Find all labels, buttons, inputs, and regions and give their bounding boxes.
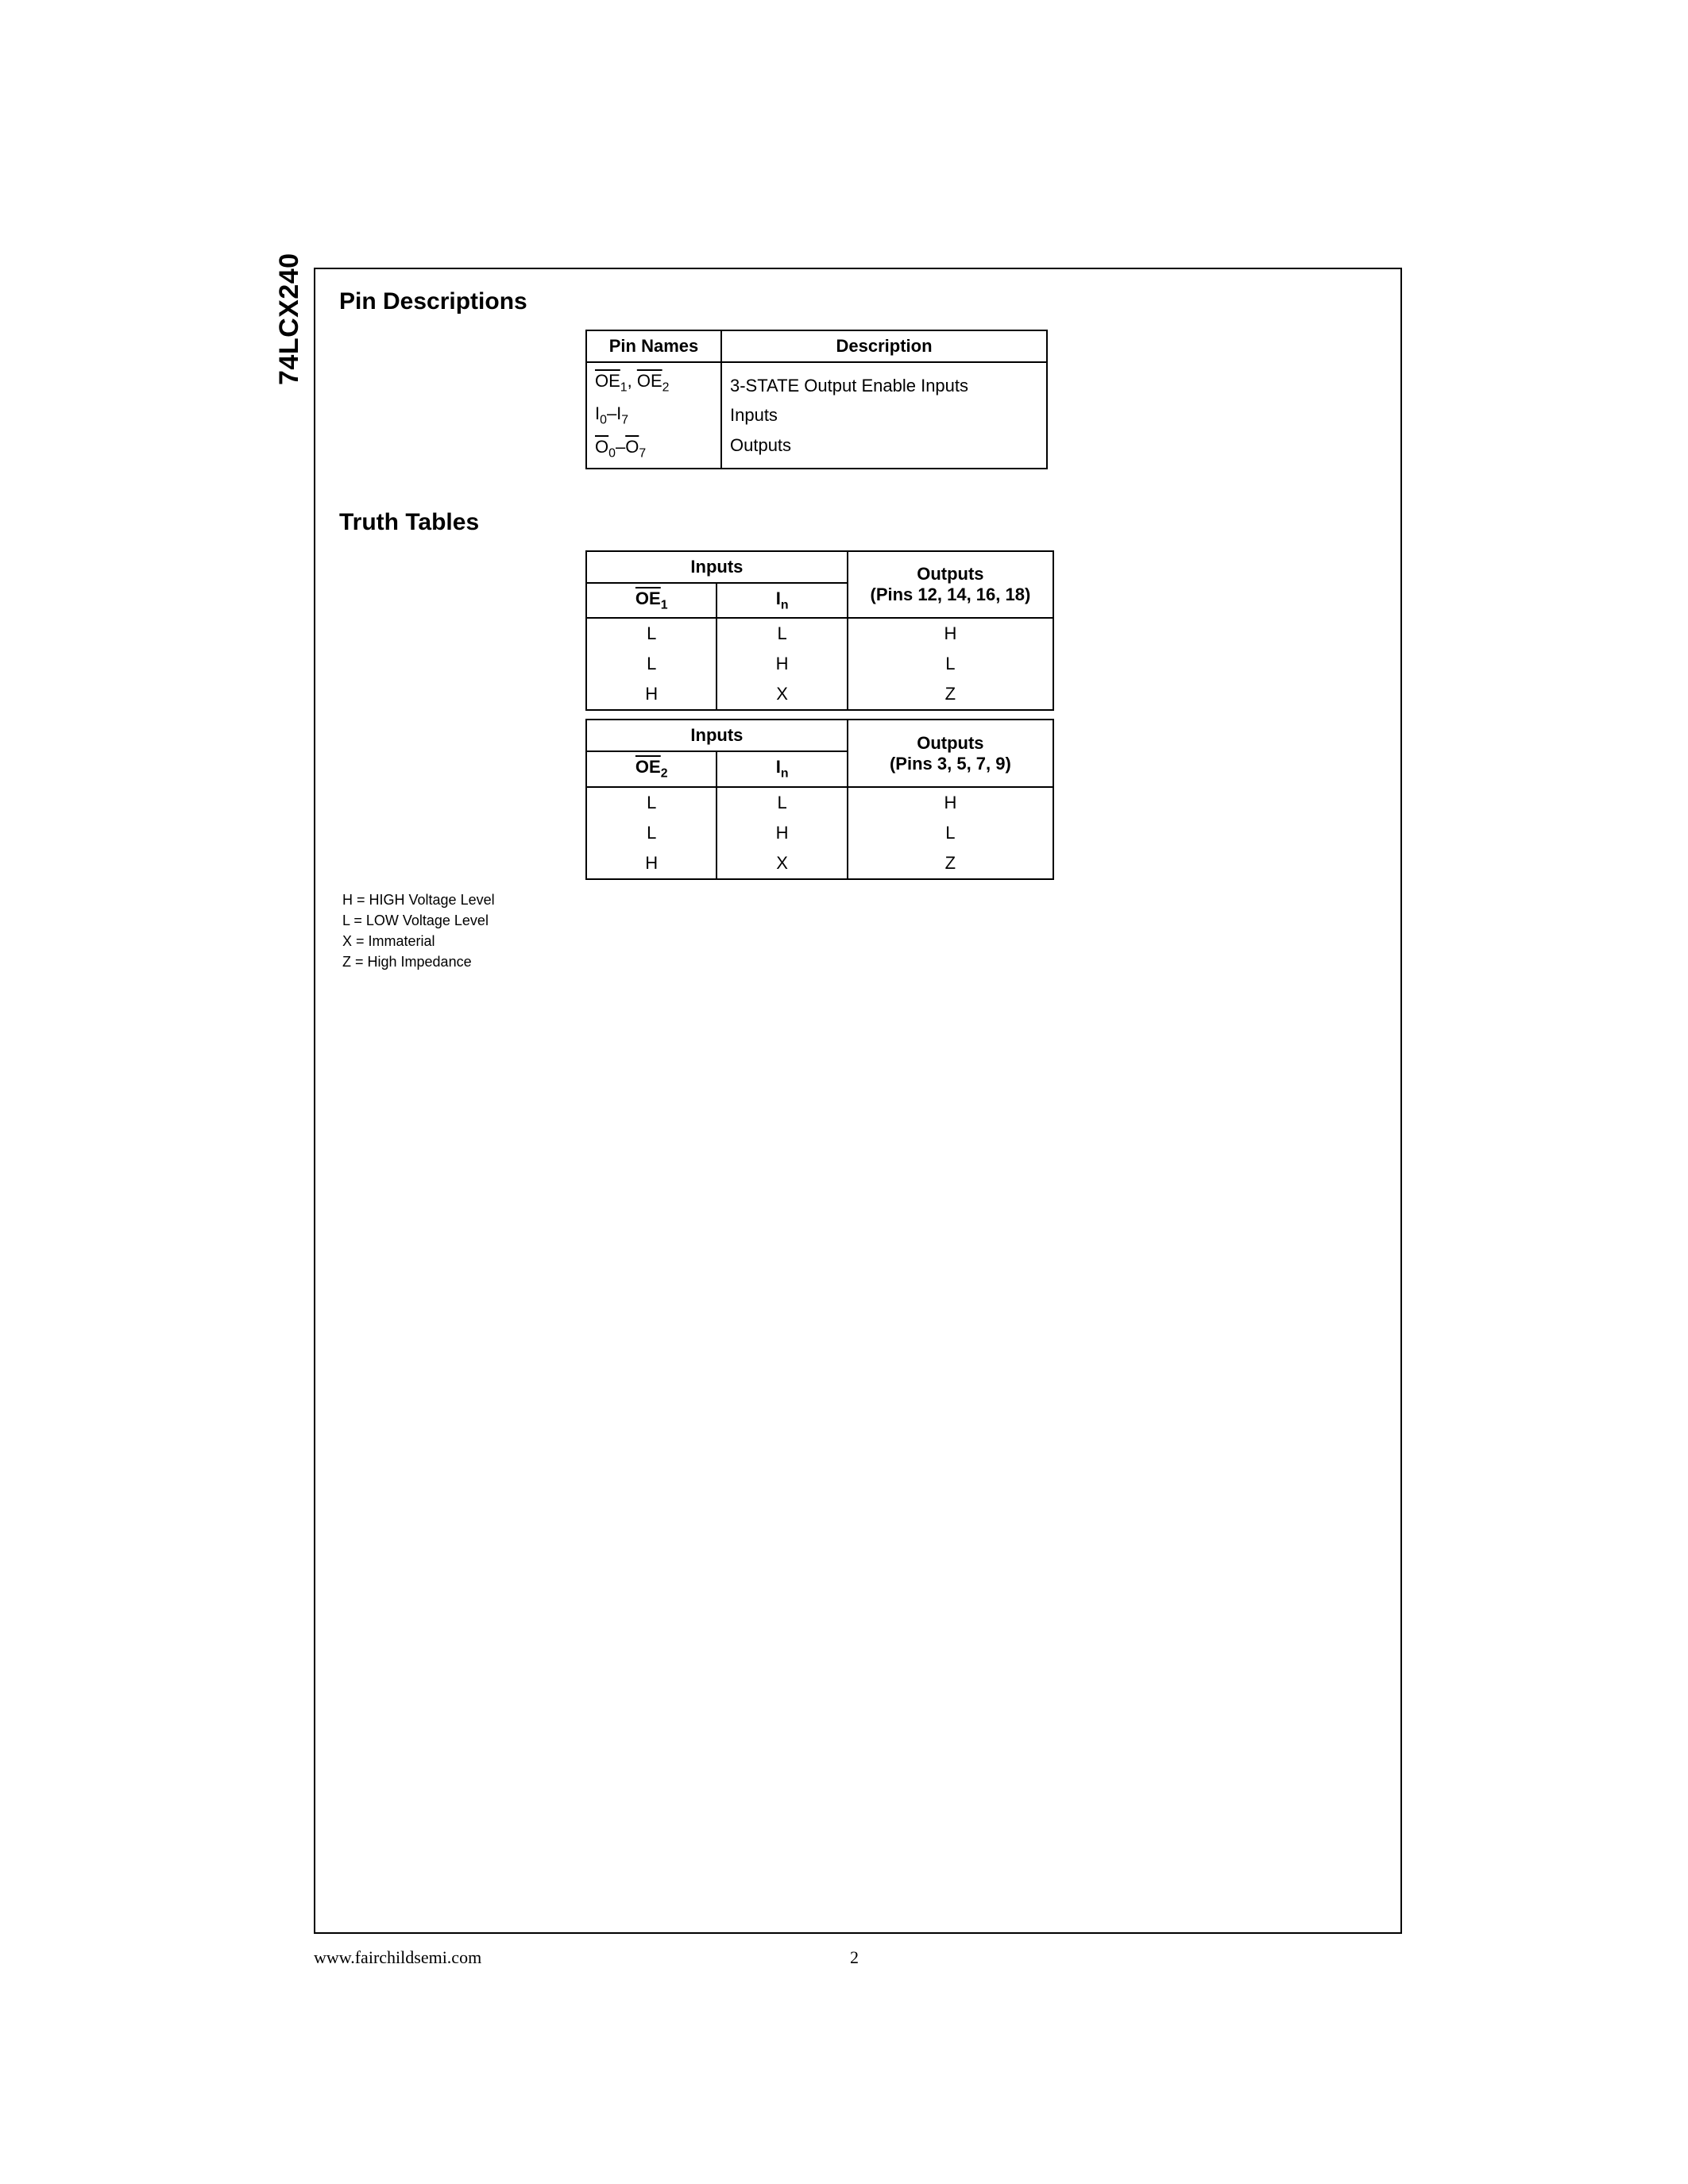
pin-desc-row: Outputs bbox=[730, 430, 1038, 460]
outputs-header: Outputs(Pins 12, 14, 16, 18) bbox=[848, 551, 1053, 618]
inputs-header: Inputs bbox=[586, 720, 848, 751]
truth-table-cell: H bbox=[586, 679, 717, 710]
pin-desc-header: Description bbox=[721, 330, 1047, 362]
pin-table-body-row: OE1, OE2 I0–I7 O0–O7 3-STATE Output Enab… bbox=[586, 362, 1047, 469]
pin-name-row: I0–I7 bbox=[595, 399, 713, 431]
truth-table-cell: X bbox=[717, 679, 847, 710]
truth-table-cell: H bbox=[848, 618, 1053, 649]
legend-line: X = Immaterial bbox=[342, 931, 1377, 951]
truth-table-cell: L bbox=[586, 818, 717, 848]
content-frame: Pin Descriptions Pin Names Description O… bbox=[314, 268, 1402, 1934]
truth-table-cell: X bbox=[717, 848, 847, 879]
inputs-header: Inputs bbox=[586, 551, 848, 583]
oe-column-header: OE2 bbox=[586, 751, 717, 786]
truth-table-header-row: InputsOutputs(Pins 3, 5, 7, 9) bbox=[586, 720, 1053, 751]
truth-table-cell: L bbox=[586, 618, 717, 649]
truth-table-cell: H bbox=[717, 649, 847, 679]
outputs-header: Outputs(Pins 3, 5, 7, 9) bbox=[848, 720, 1053, 786]
pin-table-header-row: Pin Names Description bbox=[586, 330, 1047, 362]
pin-names-cell: OE1, OE2 I0–I7 O0–O7 bbox=[586, 362, 721, 469]
truth-table-cell: L bbox=[717, 618, 847, 649]
footer-page-number: 2 bbox=[850, 1947, 859, 1968]
legend-line: Z = High Impedance bbox=[342, 951, 1377, 972]
truth-table-cell: H bbox=[717, 818, 847, 848]
pin-names-header: Pin Names bbox=[586, 330, 721, 362]
truth-table-cell: H bbox=[586, 848, 717, 879]
truth-table-row: HXZ bbox=[586, 679, 1053, 710]
truth-table-cell: L bbox=[586, 787, 717, 818]
truth-table-cell: H bbox=[848, 787, 1053, 818]
truth-tables-container: InputsOutputs(Pins 12, 14, 16, 18)OE1InL… bbox=[339, 550, 1377, 880]
legend: H = HIGH Voltage Level L = LOW Voltage L… bbox=[342, 889, 1377, 972]
oe-column-header: OE1 bbox=[586, 583, 717, 618]
in-column-header: In bbox=[717, 751, 847, 786]
truth-table-header-row: InputsOutputs(Pins 12, 14, 16, 18) bbox=[586, 551, 1053, 583]
truth-table: InputsOutputs(Pins 3, 5, 7, 9)OE2InLLHLH… bbox=[585, 719, 1054, 879]
truth-table-cell: L bbox=[586, 649, 717, 679]
pin-desc-row: 3-STATE Output Enable Inputs bbox=[730, 371, 1038, 400]
truth-table: InputsOutputs(Pins 12, 14, 16, 18)OE1InL… bbox=[585, 550, 1054, 711]
footer-url: www.fairchildsemi.com bbox=[314, 1947, 481, 1968]
pin-descriptions-heading: Pin Descriptions bbox=[339, 288, 1377, 315]
truth-table-cell: L bbox=[848, 649, 1053, 679]
legend-line: L = LOW Voltage Level bbox=[342, 910, 1377, 931]
legend-line: H = HIGH Voltage Level bbox=[342, 889, 1377, 910]
pin-name-row: O0–O7 bbox=[595, 432, 713, 465]
part-number-side-label: 74LCX240 bbox=[274, 253, 305, 385]
datasheet-page: 74LCX240 Pin Descriptions Pin Names Desc… bbox=[0, 0, 1688, 2184]
truth-table-row: LHL bbox=[586, 818, 1053, 848]
truth-table-row: LLH bbox=[586, 618, 1053, 649]
truth-table-row: LLH bbox=[586, 787, 1053, 818]
pin-desc-row: Inputs bbox=[730, 400, 1038, 430]
pin-desc-cell: 3-STATE Output Enable Inputs Inputs Outp… bbox=[721, 362, 1047, 469]
truth-table-row: LHL bbox=[586, 649, 1053, 679]
truth-table-cell: L bbox=[848, 818, 1053, 848]
pin-name-row: OE1, OE2 bbox=[595, 366, 713, 399]
truth-table-cell: Z bbox=[848, 848, 1053, 879]
truth-table-cell: Z bbox=[848, 679, 1053, 710]
truth-table-row: HXZ bbox=[586, 848, 1053, 879]
pin-descriptions-table: Pin Names Description OE1, OE2 I0–I7 O0–… bbox=[585, 330, 1048, 469]
in-column-header: In bbox=[717, 583, 847, 618]
truth-tables-heading: Truth Tables bbox=[339, 509, 1377, 536]
truth-table-cell: L bbox=[717, 787, 847, 818]
